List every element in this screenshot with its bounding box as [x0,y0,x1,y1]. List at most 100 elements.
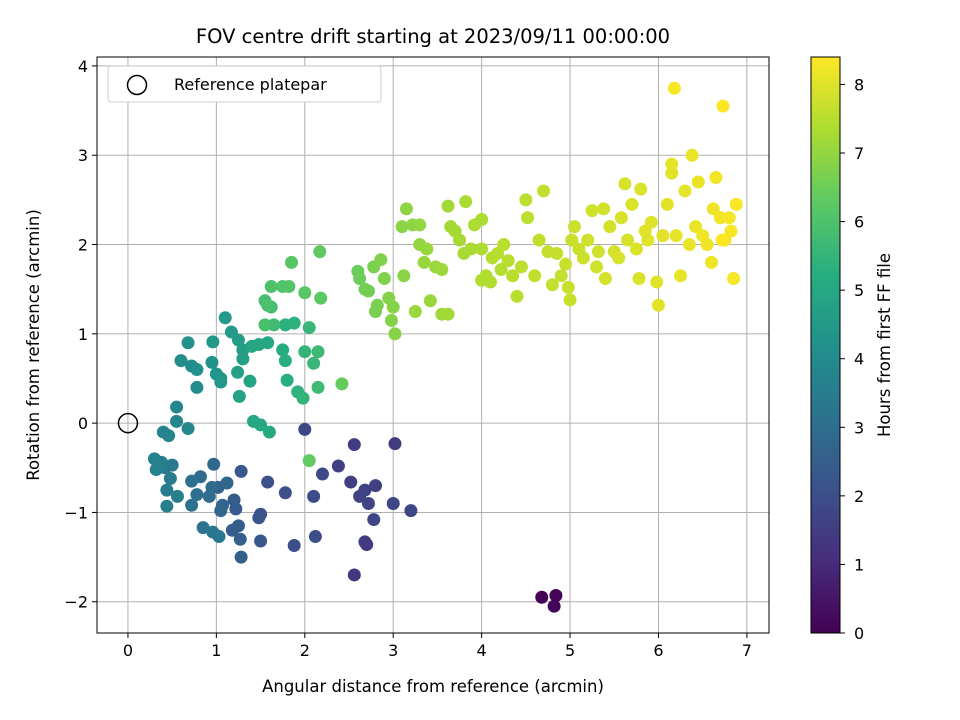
y-tick-label: 1 [78,325,88,344]
data-point [185,498,199,512]
data-point [549,588,563,602]
colorbar-tick-label: 1 [854,555,864,574]
x-tick-label: 7 [742,641,752,660]
data-point [302,321,316,335]
data-point [261,336,275,350]
data-point [196,521,210,535]
data-point [231,365,245,379]
data-point [361,284,375,298]
data-point [233,532,247,546]
data-point [347,438,361,452]
x-tick-label: 6 [653,641,663,660]
data-point [298,286,312,300]
data-point [459,195,473,209]
data-point [413,218,427,232]
reference-platepar-marker [117,412,139,434]
data-point [475,213,489,227]
data-point [612,251,626,265]
data-point [722,211,736,225]
data-point [234,550,248,564]
data-point [656,229,670,243]
data-point [724,224,738,238]
data-point [285,255,299,269]
data-point [576,251,590,265]
data-point [397,269,411,283]
colorbar-tick-label: 0 [854,624,864,643]
x-tick-label: 3 [388,641,398,660]
data-point [691,175,705,189]
data-point [170,400,184,414]
x-axis-label: Angular distance from reference (arcmin) [262,677,604,696]
data-point [386,497,400,511]
data-point [214,375,228,389]
data-point [315,467,329,481]
data-point [634,182,648,196]
data-point [689,220,703,234]
grid [97,57,769,633]
data-point [483,275,497,289]
data-point [716,99,730,113]
data-point [404,504,418,518]
data-point [261,475,275,489]
data-point [181,421,195,435]
data-point [464,242,478,256]
colorbar-tick-label: 8 [854,75,864,94]
data-point [453,233,467,247]
data-point [386,300,400,314]
data-point [358,535,372,549]
colorbar-label: Hours from first FF file [875,253,894,437]
data-point [282,280,296,294]
y-axis-ticks: −2 −1 0 1 2 3 4 [64,57,97,612]
data-point [585,204,599,218]
data-point [563,293,577,307]
data-point [149,463,163,477]
data-point [618,177,632,191]
y-tick-label: 3 [78,146,88,165]
data-point [220,476,234,490]
data-point [311,345,325,359]
y-axis-label: Rotation from reference (arcmin) [24,209,43,481]
data-point [510,289,524,303]
data-point [581,233,595,247]
data-point [353,271,367,285]
data-point [254,534,268,548]
data-point [202,489,216,503]
data-point [252,511,266,525]
data-point [435,263,449,277]
data-point [603,220,617,234]
y-tick-label: 0 [78,414,88,433]
data-point [377,271,391,285]
data-point [729,197,743,211]
data-point [147,452,161,466]
data-point [190,488,204,502]
legend-label: Reference platepar [174,75,327,94]
data-point [727,271,741,285]
data-point [441,199,455,213]
data-point [501,254,515,268]
x-tick-label: 5 [565,641,575,660]
data-point [190,380,204,394]
data-point [207,457,221,471]
data-point [298,345,312,359]
data-point [395,220,409,234]
data-point [254,418,268,432]
data-point [644,215,658,229]
x-tick-label: 0 [123,641,133,660]
data-point [278,486,292,500]
data-point [545,278,559,292]
colorbar-ticks: 0 1 2 3 4 5 6 7 8 [840,75,864,643]
data-point [258,318,272,332]
data-point [374,253,388,267]
data-point [308,530,322,544]
data-point [160,499,174,513]
data-point [554,269,568,283]
data-point [598,271,612,285]
y-tick-label: −2 [64,593,88,612]
data-point [212,530,226,544]
data-point [441,307,455,321]
x-tick-label: 1 [211,641,221,660]
x-axis-ticks: 0 1 2 3 4 5 6 7 [123,633,752,660]
data-point [519,193,533,207]
data-point [190,363,204,377]
data-point [521,211,535,225]
